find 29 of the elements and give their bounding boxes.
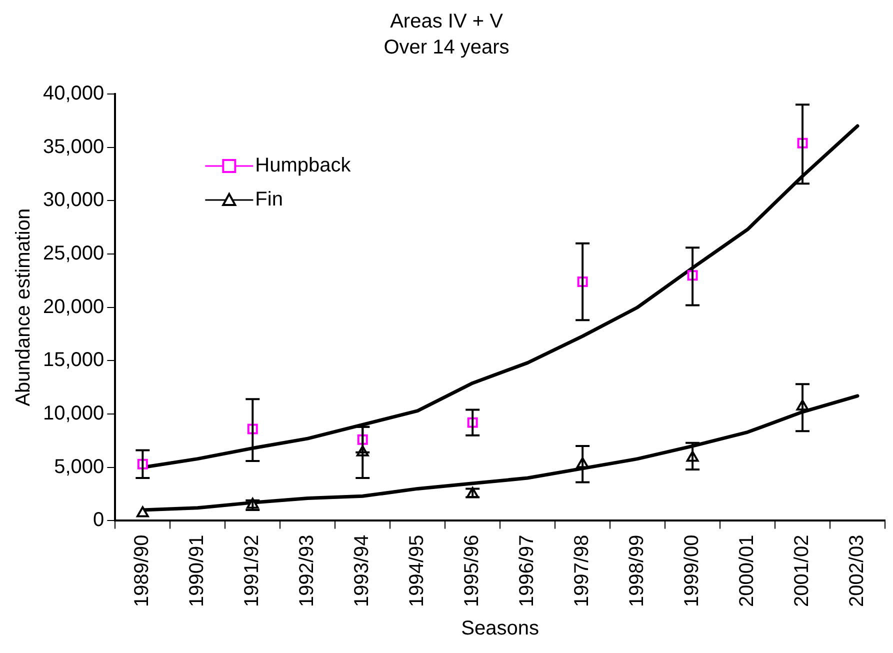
x-tick-label: 1992/93 bbox=[296, 534, 318, 607]
y-tick-label: 30,000 bbox=[43, 189, 104, 212]
x-tick-label: 2001/02 bbox=[791, 534, 814, 607]
x-tick-label: 1989/90 bbox=[131, 534, 154, 607]
legend-label: Fin bbox=[255, 188, 283, 211]
chart-subtitle: Over 14 years bbox=[384, 36, 510, 59]
x-tick-label: 1997/98 bbox=[571, 534, 594, 607]
y-tick-label: 20,000 bbox=[43, 296, 104, 318]
y-tick-label: 10,000 bbox=[43, 402, 104, 425]
y-tick-label: 40,000 bbox=[43, 82, 104, 105]
legend-label: Humpback bbox=[255, 154, 352, 177]
x-tick-label: 2002/03 bbox=[846, 534, 868, 607]
x-tick-label: 1994/95 bbox=[406, 534, 428, 607]
x-tick-label: 2000/01 bbox=[736, 534, 758, 607]
y-tick-label: 35,000 bbox=[43, 136, 104, 158]
x-tick-label: 1996/97 bbox=[516, 534, 538, 607]
x-tick-label: 1990/91 bbox=[186, 534, 208, 607]
x-tick-label: 1995/96 bbox=[461, 534, 484, 607]
y-tick-label: 0 bbox=[93, 509, 104, 532]
y-tick-label: 25,000 bbox=[43, 242, 104, 265]
x-tick-label: 1993/94 bbox=[351, 534, 374, 607]
x-tick-label: 1999/00 bbox=[681, 534, 704, 607]
x-tick-label: 1991/92 bbox=[241, 534, 264, 607]
chart-title: Areas IV + V bbox=[390, 10, 504, 33]
x-axis-title: Seasons bbox=[461, 618, 540, 640]
y-tick-label: 15,000 bbox=[43, 349, 104, 372]
x-tick-label: 1998/99 bbox=[626, 534, 648, 607]
y-tick-label: 5,000 bbox=[54, 456, 104, 478]
y-axis-title: Abundance estimation bbox=[12, 208, 35, 406]
